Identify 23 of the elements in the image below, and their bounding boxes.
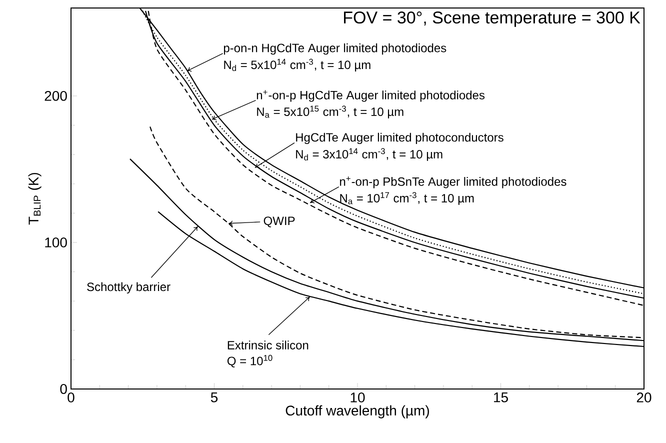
x-tick-label: 15 [494,392,508,402]
x-axis-title: Cutoff wavelength (µm) [286,405,429,418]
annotation: p-on-n HgCdTe Auger limited photodiodes [224,43,446,55]
annotation: HgCdTe Auger limited photoconductors [296,132,504,144]
y-tick-label: 200 [44,90,67,101]
x-tick-label: 5 [210,392,218,402]
y-tick-label: 100 [45,238,67,248]
annotation: Q = 10$^{10}$ [227,354,272,368]
x-tick-label: 10 [350,392,365,402]
annotation: QWIP [264,216,295,228]
annotation: n$^{+}$-on-p PbSnTe Auger limited photodiodes [340,176,566,188]
annotation: Schottky barrier [87,282,170,294]
annotation: Extrinsic silicon [228,340,308,350]
y-axis-title: T$_{BLIP}$ (K) [28,172,42,225]
x-tick-label: 20 [636,392,652,402]
annotation: N$_{a}$ = 5x10$^{15}$ cm$^{-3}$, t = 10 µm [257,106,404,118]
annotation: N$_{d}$ = 3x10$^{14}$ cm$^{-3}$, t = 10 µm [296,148,442,161]
y-tick-label: 0 [60,384,67,394]
x-tick-label: 0 [68,392,74,402]
annotation: n$^{+}$-on-p HgCdTe Auger limited photodiodes [256,90,485,102]
annotation: N$_{a}$ = 10$^{17}$ cm$^{-3}$, t = 10 µm [340,192,474,205]
annotation: N$_{d}$ = 5x10$^{14}$ cm$^{-3}$, t = 10 µm [224,58,370,72]
chart-title: FOV = 30°, Scene temperature = 300 K [344,12,640,27]
